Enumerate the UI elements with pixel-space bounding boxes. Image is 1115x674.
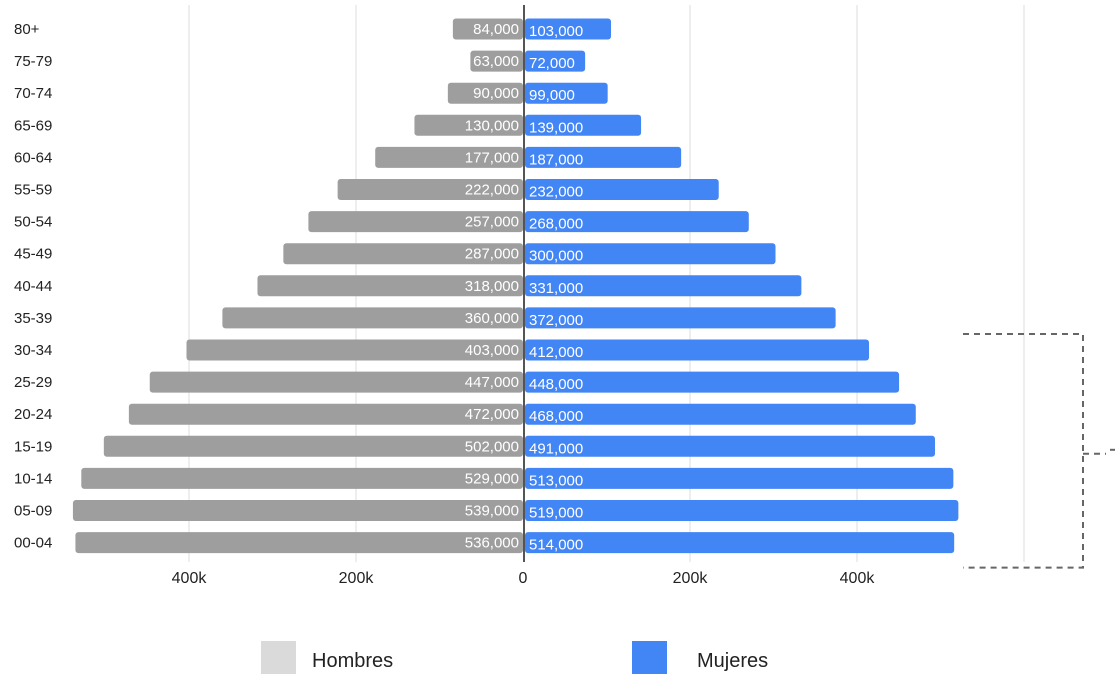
bar-hombres bbox=[414, 114, 523, 136]
bar-mujeres-value-label: 187,000 bbox=[529, 151, 583, 168]
bar-mujeres-value-label: 331,000 bbox=[529, 280, 583, 297]
bar-mujeres-value-label: 103,000 bbox=[529, 23, 583, 40]
bar-hombres bbox=[283, 243, 523, 265]
bar-mujeres bbox=[525, 371, 900, 393]
bar-mujeres bbox=[525, 307, 836, 329]
x-tick-label: 0 bbox=[519, 570, 528, 587]
bar-hombres-value-label: 536,000 bbox=[465, 535, 519, 552]
bar-mujeres bbox=[525, 114, 642, 136]
age-group-label: 65-69 bbox=[14, 117, 52, 134]
age-group-label: 05-09 bbox=[14, 503, 52, 520]
age-group-label: 20-24 bbox=[14, 406, 52, 423]
bar-mujeres bbox=[525, 532, 955, 554]
bar-mujeres bbox=[525, 146, 682, 168]
bar-hombres bbox=[337, 179, 523, 200]
bar-hombres bbox=[75, 532, 523, 554]
legend-swatch-hombres bbox=[261, 641, 296, 674]
bar-mujeres bbox=[525, 275, 802, 297]
age-group-label: 40-44 bbox=[14, 278, 52, 295]
bar-hombres bbox=[103, 435, 523, 457]
bar-mujeres-value-label: 412,000 bbox=[529, 344, 583, 361]
age-group-label: 75-79 bbox=[14, 53, 52, 70]
bar-hombres bbox=[375, 146, 523, 168]
age-group-label: 35-39 bbox=[14, 310, 52, 327]
bar-mujeres bbox=[525, 50, 586, 72]
age-group-label: 10-14 bbox=[14, 470, 52, 487]
bar-mujeres-value-label: 232,000 bbox=[529, 184, 583, 201]
bar-hombres bbox=[149, 371, 523, 393]
legend-label-mujeres: Mujeres bbox=[697, 650, 768, 672]
x-tick-label: 200k bbox=[339, 570, 375, 587]
bar-hombres bbox=[452, 18, 523, 40]
bar-mujeres bbox=[525, 500, 959, 521]
bar-mujeres-value-label: 519,000 bbox=[529, 505, 583, 522]
bar-mujeres bbox=[525, 339, 870, 361]
bar-mujeres-value-label: 513,000 bbox=[529, 472, 583, 489]
bar-hombres-value-label: 539,000 bbox=[465, 503, 519, 520]
legend-swatch-mujeres bbox=[632, 641, 667, 674]
bar-mujeres-value-label: 99,000 bbox=[529, 87, 575, 104]
bar-mujeres bbox=[525, 82, 608, 104]
bar-mujeres-value-label: 448,000 bbox=[529, 376, 583, 393]
bar-hombres-value-label: 502,000 bbox=[465, 438, 519, 455]
age-group-label: 45-49 bbox=[14, 246, 52, 263]
bar-mujeres-value-label: 72,000 bbox=[529, 55, 575, 72]
bar-mujeres-value-label: 268,000 bbox=[529, 216, 583, 233]
age-group-label: 25-29 bbox=[14, 374, 52, 391]
bar-hombres bbox=[72, 500, 523, 521]
bar-hombres-value-label: 472,000 bbox=[465, 406, 519, 423]
age-group-label: 55-59 bbox=[14, 182, 52, 199]
bar-mujeres-value-label: 491,000 bbox=[529, 440, 583, 457]
bar-hombres bbox=[308, 211, 523, 233]
bar-hombres-value-label: 257,000 bbox=[465, 214, 519, 231]
bar-hombres-value-label: 63,000 bbox=[473, 53, 519, 70]
age-bracket-annotation bbox=[963, 333, 1084, 569]
x-tick-label: 400k bbox=[840, 570, 876, 587]
bar-mujeres bbox=[525, 467, 954, 489]
bar-mujeres-value-label: 514,000 bbox=[529, 537, 583, 554]
bar-mujeres bbox=[525, 403, 916, 425]
bar-mujeres-value-label: 139,000 bbox=[529, 119, 583, 136]
bar-hombres-value-label: 177,000 bbox=[465, 149, 519, 166]
bar-hombres-value-label: 222,000 bbox=[465, 182, 519, 199]
age-group-label: 70-74 bbox=[14, 85, 52, 102]
bar-mujeres-value-label: 468,000 bbox=[529, 408, 583, 425]
age-group-label: 60-64 bbox=[14, 149, 52, 166]
age-group-label: 30-34 bbox=[14, 342, 52, 359]
bar-hombres bbox=[470, 50, 523, 72]
bar-hombres-value-label: 84,000 bbox=[473, 21, 519, 38]
x-tick-label: 400k bbox=[172, 570, 208, 587]
bar-hombres-value-label: 360,000 bbox=[465, 310, 519, 327]
bar-hombres-value-label: 130,000 bbox=[465, 117, 519, 134]
bar-hombres-value-label: 90,000 bbox=[473, 85, 519, 102]
age-group-label: 15-19 bbox=[14, 438, 52, 455]
bar-mujeres-value-label: 300,000 bbox=[529, 248, 583, 265]
bar-hombres-value-label: 447,000 bbox=[465, 374, 519, 391]
bar-mujeres bbox=[525, 179, 719, 200]
bar-hombres-value-label: 318,000 bbox=[465, 278, 519, 295]
bar-hombres bbox=[186, 339, 523, 361]
legend-label-hombres: Hombres bbox=[312, 650, 393, 672]
bar-hombres-value-label: 403,000 bbox=[465, 342, 519, 359]
bar-hombres bbox=[128, 403, 523, 425]
x-tick-label: 200k bbox=[673, 570, 709, 587]
bar-hombres-value-label: 287,000 bbox=[465, 246, 519, 263]
bar-mujeres bbox=[525, 435, 935, 457]
bar-hombres bbox=[222, 307, 523, 329]
bar-mujeres bbox=[525, 18, 612, 40]
bar-hombres-value-label: 529,000 bbox=[465, 470, 519, 487]
bar-mujeres-value-label: 372,000 bbox=[529, 312, 583, 329]
bar-hombres bbox=[257, 275, 523, 297]
bar-mujeres bbox=[525, 243, 776, 265]
bar-hombres bbox=[81, 467, 523, 489]
bar-mujeres bbox=[525, 211, 749, 233]
bar-hombres bbox=[447, 82, 523, 104]
age-group-label: 50-54 bbox=[14, 214, 52, 231]
age-group-label: 00-04 bbox=[14, 535, 52, 552]
age-group-label: 80+ bbox=[14, 21, 40, 38]
